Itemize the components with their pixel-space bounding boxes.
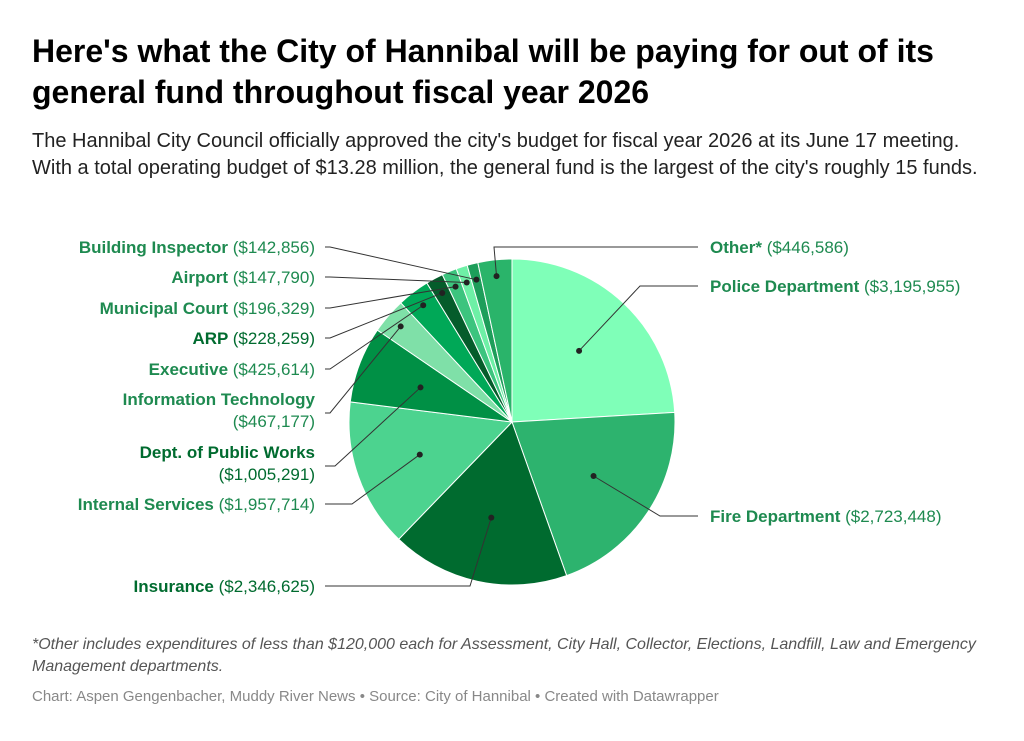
leader-line-insurance xyxy=(325,517,492,587)
slice-label-municipal-court: Municipal Court ($196,329) xyxy=(100,299,315,318)
leader-dot-internal-services xyxy=(416,451,423,458)
slice-value: ($425,614) xyxy=(233,360,315,379)
slice-label-insurance: Insurance ($2,346,625) xyxy=(134,577,315,596)
slice-value: ($467,177) xyxy=(233,412,315,431)
leader-line-police-department xyxy=(578,285,698,352)
leader-dot-information-technology xyxy=(397,323,404,330)
slice-label-dept-of-public-works: Dept. of Public Works ($1,005,291) xyxy=(140,443,315,484)
slice-name: Building Inspector xyxy=(79,238,233,257)
slice-value: ($2,346,625) xyxy=(219,577,315,596)
slice-label-airport: Airport ($147,790) xyxy=(171,268,315,287)
leader-dot-police-department xyxy=(576,347,583,354)
separator-dot: • xyxy=(359,688,370,705)
pie-slice-internal-services xyxy=(348,401,514,540)
slice-label-police-department: Police Department ($3,195,955) xyxy=(710,277,960,296)
footnote: *Other includes expenditures of less tha… xyxy=(32,636,976,675)
chart-subtitle: The Hannibal City Council officially app… xyxy=(32,130,978,179)
leader-line-airport xyxy=(325,276,467,283)
leader-dot-fire-department xyxy=(590,473,597,480)
leader-lines xyxy=(325,246,698,587)
slice-value: ($3,195,955) xyxy=(864,277,960,296)
slice-label-arp: ARP ($228,259) xyxy=(192,329,315,348)
leader-line-dept-of-public-works xyxy=(325,387,421,467)
slice-value: ($2,723,448) xyxy=(845,507,941,526)
leader-dot-dept-of-public-works xyxy=(417,384,424,391)
credit-label: Chart: xyxy=(32,688,77,705)
leader-dot-other xyxy=(493,273,500,280)
leader-line-fire-department xyxy=(593,475,698,517)
leader-dot-airport xyxy=(463,279,470,286)
leader-line-arp xyxy=(325,292,443,339)
chart-title: Here's what the City of Hannibal will be… xyxy=(32,33,934,110)
slice-name: Police Department xyxy=(710,277,864,296)
slice-label-internal-services: Internal Services ($1,957,714) xyxy=(78,495,315,514)
leader-line-building-inspector xyxy=(325,246,477,281)
slice-value: ($142,856) xyxy=(233,238,315,257)
slice-value: ($1,957,714) xyxy=(219,495,315,514)
slice-value: ($1,005,291) xyxy=(219,465,315,484)
credit-text: Aspen Gengenbacher, Muddy River News xyxy=(76,688,356,705)
leader-line-executive xyxy=(325,304,424,370)
slice-name: Other* xyxy=(710,238,767,257)
slice-label-fire-department: Fire Department ($2,723,448) xyxy=(710,507,942,526)
pie-chart: Police Department ($3,195,955) Fire Depar… xyxy=(78,238,961,596)
slice-name: ARP xyxy=(192,329,232,348)
leader-dot-insurance xyxy=(488,514,495,521)
slice-name: Insurance xyxy=(134,577,219,596)
slice-value: ($196,329) xyxy=(233,299,315,318)
slice-name: Information Technology xyxy=(123,390,316,409)
slice-name: Municipal Court xyxy=(100,299,233,318)
leader-line-municipal-court xyxy=(325,286,456,309)
slice-label-other: Other* ($446,586) xyxy=(710,238,849,257)
leader-dot-municipal-court xyxy=(452,283,459,290)
slice-value: ($446,586) xyxy=(767,238,849,257)
slice-name: Dept. of Public Works xyxy=(140,443,315,462)
leader-line-internal-services xyxy=(325,454,421,505)
leader-line-information-technology xyxy=(325,326,402,414)
separator-dot: • xyxy=(535,688,545,705)
slice-labels: Police Department ($3,195,955) Fire Depar… xyxy=(78,238,961,596)
slice-name: Internal Services xyxy=(78,495,219,514)
slice-label-executive: Executive ($425,614) xyxy=(149,360,315,379)
chart-footer: Chart: Aspen Gengenbacher, Muddy River N… xyxy=(32,688,719,705)
source-text: City of Hannibal xyxy=(424,688,531,705)
leader-dot-building-inspector xyxy=(473,276,480,283)
slice-name: Fire Department xyxy=(710,507,845,526)
leader-line-other xyxy=(493,246,698,277)
tool-credit: Created with Datawrapper xyxy=(544,688,719,705)
pie-slice-police-department xyxy=(511,258,676,423)
slice-name: Executive xyxy=(149,360,233,379)
slice-name: Airport xyxy=(171,268,232,287)
leader-dot-executive xyxy=(420,302,427,309)
slice-value: ($228,259) xyxy=(233,329,315,348)
pie-slice-insurance xyxy=(398,421,568,586)
slice-value: ($147,790) xyxy=(233,268,315,287)
pie-slices xyxy=(348,258,676,586)
leader-dot-arp xyxy=(439,289,446,296)
pie-slice-fire-department xyxy=(511,411,676,577)
slice-label-information-technology: Information Technology ($467,177) xyxy=(123,390,316,431)
source-label: Source: xyxy=(369,688,425,705)
slice-label-building-inspector: Building Inspector ($142,856) xyxy=(79,238,315,257)
